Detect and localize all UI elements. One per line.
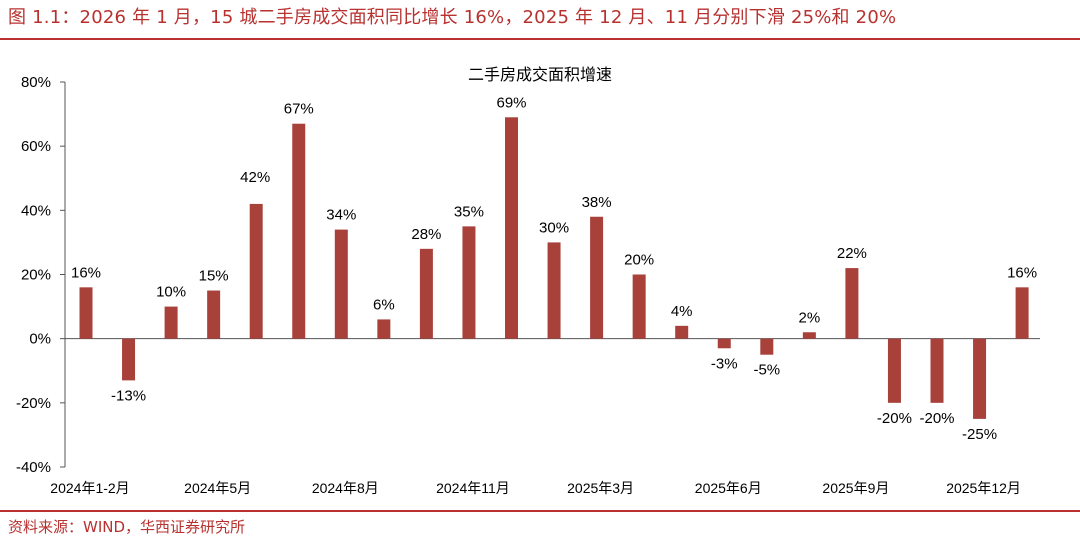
bar	[334, 229, 348, 339]
data-label: 22%	[837, 245, 867, 262]
bar	[249, 203, 263, 339]
bar	[973, 338, 987, 419]
y-axis: 80% 60% 40% 20% 0% -20% -40%	[16, 74, 66, 476]
data-label: -25%	[962, 426, 997, 443]
data-label: 28%	[411, 226, 441, 243]
bar-chart: 二手房成交面积增速 80% 60% 40% 20% 0% -20% -40% 2024年1-…	[16, 65, 1040, 496]
data-label: -20%	[919, 410, 954, 427]
chart-title: 二手房成交面积增速	[468, 65, 612, 84]
y-tick-label: 60%	[21, 138, 51, 155]
x-tick-label: 2024年5月	[184, 480, 251, 496]
bar	[292, 123, 306, 339]
bar	[802, 332, 816, 339]
bar	[590, 216, 604, 339]
bar	[845, 268, 859, 339]
data-label: 34%	[326, 207, 356, 224]
bar	[632, 274, 646, 339]
data-label: 67%	[284, 101, 314, 118]
bar-series	[79, 117, 1029, 419]
data-label: 35%	[454, 203, 484, 220]
bar	[760, 338, 774, 355]
bar	[930, 338, 944, 403]
data-label: 15%	[199, 268, 229, 285]
data-label: 69%	[496, 94, 526, 111]
bar	[547, 242, 561, 339]
data-label: 16%	[1007, 264, 1037, 281]
bar	[164, 306, 178, 339]
data-label: 30%	[539, 219, 569, 236]
data-label: 4%	[671, 303, 693, 320]
data-label: 2%	[799, 309, 821, 326]
bar	[207, 290, 221, 339]
data-label: 42%	[240, 169, 270, 186]
top-rule	[0, 38, 1080, 40]
bar	[462, 226, 476, 339]
bar	[79, 287, 93, 339]
x-tick-label: 2025年12月	[946, 480, 1021, 496]
data-label: 20%	[624, 252, 654, 269]
y-tick-label: -20%	[16, 395, 51, 412]
data-label: 38%	[582, 194, 612, 211]
x-tick-label: 2025年3月	[567, 480, 634, 496]
bottom-rule	[0, 510, 1080, 512]
data-label: 16%	[71, 264, 101, 281]
bar	[675, 325, 689, 339]
bar	[419, 248, 433, 339]
x-tick-label: 2025年9月	[822, 480, 889, 496]
x-axis: 2024年1-2月 2024年5月 2024年8月 2024年11月 2025年3月 20…	[50, 338, 1040, 496]
bar	[505, 117, 518, 339]
x-tick-label: 2025年6月	[695, 480, 762, 496]
data-label: -5%	[753, 362, 780, 379]
data-label: -13%	[111, 387, 146, 404]
bar	[717, 338, 731, 349]
x-tick-label: 2024年11月	[436, 480, 510, 496]
bar	[377, 319, 391, 339]
y-tick-label: 20%	[21, 267, 51, 284]
x-tick-label: 2024年1-2月	[50, 480, 129, 496]
data-label: -3%	[711, 355, 738, 372]
figure-title: 图 1.1：2026 年 1 月，15 城二手房成交面积同比增长 16%，202…	[8, 7, 897, 28]
y-tick-label: -40%	[16, 459, 51, 476]
data-label: 6%	[373, 296, 395, 313]
source-note: 资料来源：WIND，华西证券研究所	[8, 518, 246, 536]
y-tick-label: 0%	[29, 331, 51, 348]
x-tick-label: 2024年8月	[312, 480, 379, 496]
data-label: -20%	[877, 410, 912, 427]
data-label: 10%	[156, 284, 186, 301]
y-tick-label: 40%	[21, 202, 51, 219]
data-labels: 16% -13% 10% 15% 67% 34% 6% 28% 35% 69% 30% 38% 20% 4…	[71, 94, 1037, 443]
bar	[887, 338, 901, 403]
bar	[122, 338, 136, 381]
y-tick-label: 80%	[21, 74, 51, 91]
bar	[1015, 287, 1029, 339]
